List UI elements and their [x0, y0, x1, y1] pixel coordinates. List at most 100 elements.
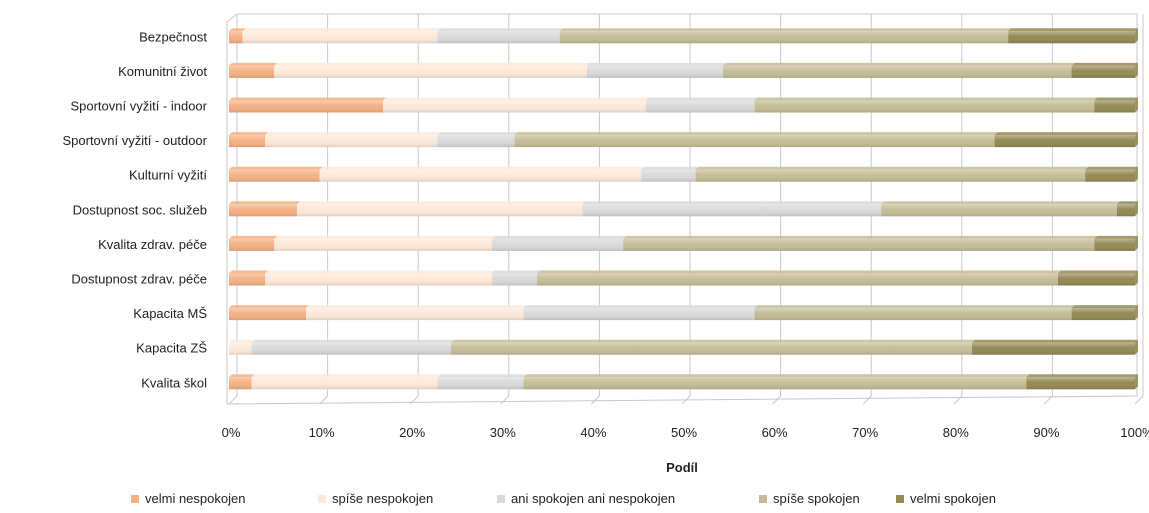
bar-shade — [695, 169, 1086, 182]
bar-top-face — [274, 235, 495, 239]
bar-segment — [450, 339, 975, 355]
gridline-floor — [1134, 395, 1144, 405]
bar-shade — [229, 342, 252, 355]
bar-segment — [229, 28, 246, 44]
bar-segment — [645, 97, 758, 113]
bar-top-face — [1085, 166, 1138, 170]
bar-segment — [523, 305, 758, 321]
bar-top-face — [296, 201, 586, 205]
bar-shade — [491, 238, 624, 251]
bar-top-face — [229, 28, 246, 32]
bar-shade — [229, 273, 266, 286]
bar-segment — [1094, 97, 1138, 113]
bar-shade — [1071, 308, 1135, 321]
bar-top-face — [265, 132, 441, 136]
legend-item: spíše spokojen — [759, 491, 860, 506]
bar-shade — [229, 100, 384, 113]
gridline-floor — [319, 395, 328, 405]
category-label: Komunitní život — [118, 64, 207, 79]
bar-top-face — [437, 28, 563, 32]
bars-group — [229, 28, 1138, 390]
bar-shade — [1116, 204, 1135, 217]
bar-shade — [523, 377, 1027, 390]
bar-top-face — [229, 235, 278, 239]
gridline-floor — [953, 395, 963, 405]
bar-top-face — [274, 62, 590, 66]
bar-segment — [306, 305, 527, 321]
bar-segment — [229, 270, 269, 286]
bar-end-cap — [1135, 28, 1138, 44]
category-label: Dostupnost zdrav. péče — [71, 272, 207, 287]
bar-end-cap — [1135, 270, 1138, 286]
bar-segment — [251, 374, 441, 390]
bar-top-face — [1071, 62, 1138, 66]
gridline-floor — [409, 395, 419, 405]
bar-end-cap — [1135, 339, 1138, 355]
bar-segment — [437, 28, 563, 44]
category-label: Kvalita zdrav. péče — [98, 237, 207, 252]
bar-shade — [994, 135, 1135, 148]
bar-shade — [229, 169, 320, 182]
bar-segment — [229, 374, 255, 390]
bar-top-face — [559, 28, 1012, 32]
bar-top-face — [229, 339, 255, 343]
bar-segment — [881, 201, 1120, 217]
gridline-floor — [591, 395, 600, 405]
category-label: Kulturní vyžití — [129, 168, 207, 183]
bar-top-face — [1071, 305, 1138, 309]
bar-end-cap — [1135, 166, 1138, 182]
bar-shade — [274, 238, 492, 251]
bar-segment — [641, 166, 699, 182]
bar-shade — [722, 65, 1072, 78]
bar-shade — [586, 65, 723, 78]
category-label: Kapacita ZŠ — [136, 341, 207, 356]
bar-segment — [296, 201, 586, 217]
x-tick-label: 50% — [671, 425, 697, 440]
bar-top-face — [1094, 235, 1138, 239]
bar-segment — [274, 235, 495, 251]
bar-end-cap — [1135, 305, 1138, 321]
bar-shade — [296, 204, 583, 217]
legend-item: velmi nespokojen — [131, 491, 245, 506]
bar-top-face — [586, 62, 726, 66]
bar-shade — [971, 342, 1135, 355]
legend-label: spíše nespokojen — [332, 491, 433, 506]
bar-segment — [1071, 62, 1138, 78]
category-label: Sportovní vyžití - outdoor — [62, 133, 207, 148]
x-tick-label: 40% — [580, 425, 606, 440]
bar-shade — [881, 204, 1117, 217]
bar-top-face — [722, 62, 1075, 66]
bar-shade — [229, 135, 266, 148]
bar-segment — [229, 132, 269, 148]
bar-top-face — [881, 201, 1120, 205]
bar-end-cap — [1135, 201, 1138, 217]
bar-segment — [582, 201, 885, 217]
category-label: Dostupnost soc. služeb — [73, 202, 207, 217]
category-label: Bezpečnost — [139, 29, 207, 44]
bar-segment — [514, 132, 998, 148]
bar-top-face — [994, 132, 1138, 136]
bar-shade — [229, 377, 252, 390]
bar-shade — [754, 308, 1072, 321]
x-tick-label: 80% — [943, 425, 969, 440]
bar-segment — [559, 28, 1012, 44]
bar-shade — [1057, 273, 1135, 286]
bar-shade — [537, 273, 1058, 286]
x-axis-title: Podíl — [666, 460, 698, 475]
legend: velmi nespokojen spíše nespokojen ani spok… — [131, 491, 996, 506]
legend-swatch — [131, 495, 139, 503]
x-tick-label: 70% — [852, 425, 878, 440]
bar-shade — [251, 342, 451, 355]
gridline-floor — [1044, 395, 1053, 405]
bar-segment — [586, 62, 726, 78]
x-tick-label: 20% — [399, 425, 425, 440]
bar-top-face — [645, 97, 758, 101]
bar-segment — [383, 97, 649, 113]
bar-segment — [994, 132, 1138, 148]
bar-top-face — [229, 270, 269, 274]
bar-shade — [229, 308, 307, 321]
bar-end-cap — [1135, 374, 1138, 390]
bar-shade — [229, 31, 243, 44]
legend-item: velmi spokojen — [896, 491, 996, 506]
